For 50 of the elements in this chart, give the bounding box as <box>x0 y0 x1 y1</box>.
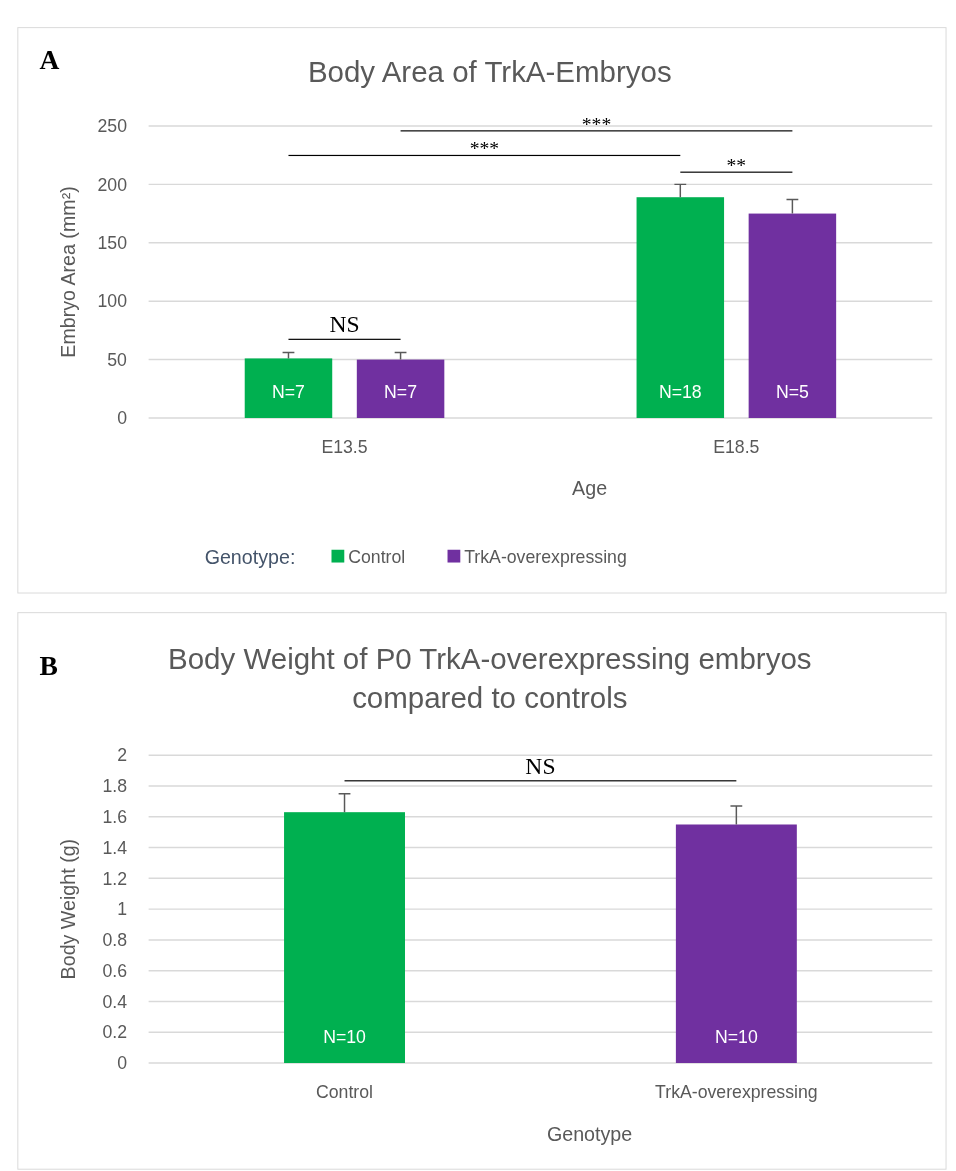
y-tick-label: 50 <box>107 349 128 370</box>
bracket: *** <box>288 137 681 160</box>
x-tick-label: E13.5 <box>321 437 368 458</box>
y-tick-label: 1.6 <box>102 806 128 827</box>
annotation: NS <box>525 752 556 779</box>
y-tick-label: 200 <box>97 174 128 195</box>
text: A <box>39 43 60 75</box>
y-tick-label: 1.2 <box>102 868 127 889</box>
text: B <box>39 649 58 681</box>
bar <box>636 197 725 418</box>
bar <box>244 358 333 418</box>
legend-label: Control <box>348 546 406 567</box>
bar <box>356 359 445 418</box>
annotation: N=10 <box>714 1027 758 1048</box>
y-tick-label: 2 <box>117 745 127 766</box>
bracket: ** <box>680 154 793 177</box>
chart-title: Body Weight of P0 TrkA-overexpressing embryos compared to controls <box>168 641 812 715</box>
y-tick-label: 0 <box>117 1053 128 1074</box>
bar <box>748 213 837 418</box>
annotation: N=5 <box>775 382 810 403</box>
annotation: N=10 <box>323 1027 367 1048</box>
annotation: N=18 <box>658 382 702 403</box>
legend-label: TrkA-overexpressing <box>464 546 627 567</box>
annotation: ** <box>726 154 747 177</box>
bracket: *** <box>400 112 793 135</box>
x-axis-title: Genotype <box>546 1122 633 1145</box>
y-axis-title: Body Weight (g) <box>56 838 79 980</box>
annotation: *** <box>581 112 612 135</box>
y-tick-label: 1.8 <box>102 776 128 797</box>
y-tick-label: 0 <box>117 408 128 429</box>
annotation: NS <box>329 311 360 338</box>
chart-title: Body Area of TrkA-Embryos <box>307 54 672 88</box>
y-tick-label: 1.4 <box>102 837 128 858</box>
annotation: N=7 <box>272 382 305 403</box>
bracket: NS <box>288 311 401 340</box>
y-tick-label: 0.8 <box>102 930 128 951</box>
y-axis-title: Embryo Area (mm²) <box>56 186 79 358</box>
legend-title: Genotype: <box>204 545 296 568</box>
y-tick-label: 0.6 <box>102 960 128 981</box>
annotation: N=7 <box>384 382 418 403</box>
x-tick-label: E18.5 <box>713 437 760 458</box>
x-axis-title: Age <box>572 476 608 499</box>
bracket: NS <box>344 752 737 782</box>
y-tick-label: 1 <box>117 899 127 920</box>
y-tick-label: 0.2 <box>102 1022 127 1043</box>
y-tick-label: 100 <box>97 291 128 312</box>
annotation: *** <box>469 137 500 160</box>
y-tick-label: 150 <box>97 232 128 253</box>
y-tick-label: 250 <box>97 116 128 137</box>
y-tick-label: 0.4 <box>102 991 128 1012</box>
